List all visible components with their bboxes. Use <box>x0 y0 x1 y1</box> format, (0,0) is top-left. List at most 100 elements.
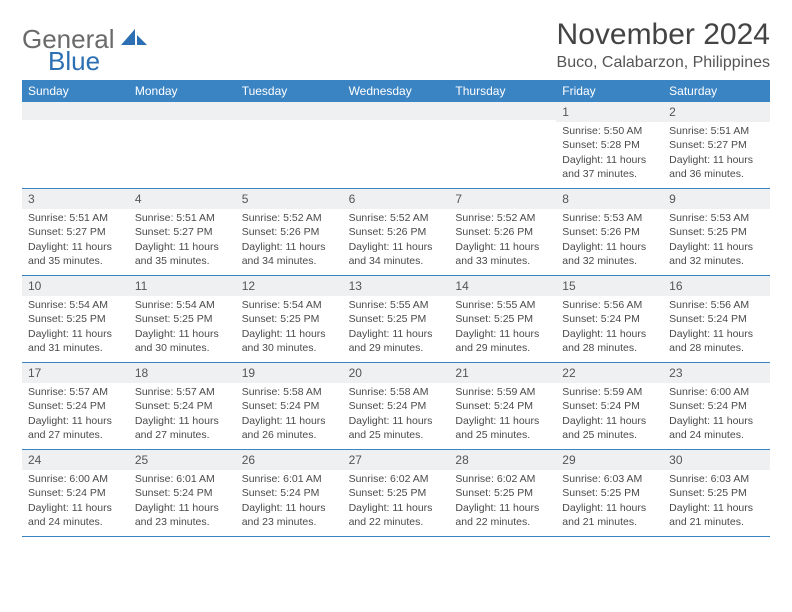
cell-body: Sunrise: 5:55 AMSunset: 5:25 PMDaylight:… <box>343 296 450 359</box>
cell-body: Sunrise: 6:02 AMSunset: 5:25 PMDaylight:… <box>343 470 450 533</box>
day-number: 8 <box>556 189 663 209</box>
day-number: 4 <box>129 189 236 209</box>
day-number: 12 <box>236 276 343 296</box>
day-number: 5 <box>236 189 343 209</box>
sunrise-text: Sunrise: 6:00 AM <box>28 472 123 486</box>
day-number: 14 <box>449 276 556 296</box>
sunrise-text: Sunrise: 5:53 AM <box>669 211 764 225</box>
sunset-text: Sunset: 5:24 PM <box>562 399 657 413</box>
calendar-cell: 12Sunrise: 5:54 AMSunset: 5:25 PMDayligh… <box>236 276 343 362</box>
sunrise-text: Sunrise: 5:52 AM <box>242 211 337 225</box>
calendar-cell: 11Sunrise: 5:54 AMSunset: 5:25 PMDayligh… <box>129 276 236 362</box>
sunset-text: Sunset: 5:24 PM <box>669 312 764 326</box>
calendar-cell: 16Sunrise: 5:56 AMSunset: 5:24 PMDayligh… <box>663 276 770 362</box>
daylight-text: Daylight: 11 hours and 32 minutes. <box>669 240 764 268</box>
daylight-text: Daylight: 11 hours and 33 minutes. <box>455 240 550 268</box>
weekday-header: Thursday <box>449 80 556 102</box>
sunrise-text: Sunrise: 5:53 AM <box>562 211 657 225</box>
sunrise-text: Sunrise: 6:01 AM <box>135 472 230 486</box>
calendar-cell: 8Sunrise: 5:53 AMSunset: 5:26 PMDaylight… <box>556 189 663 275</box>
cell-body: Sunrise: 6:03 AMSunset: 5:25 PMDaylight:… <box>556 470 663 533</box>
sunrise-text: Sunrise: 5:54 AM <box>135 298 230 312</box>
day-number: 21 <box>449 363 556 383</box>
daylight-text: Daylight: 11 hours and 35 minutes. <box>28 240 123 268</box>
cell-body: Sunrise: 5:56 AMSunset: 5:24 PMDaylight:… <box>556 296 663 359</box>
calendar-cell: 19Sunrise: 5:58 AMSunset: 5:24 PMDayligh… <box>236 363 343 449</box>
sunset-text: Sunset: 5:25 PM <box>669 486 764 500</box>
daylight-text: Daylight: 11 hours and 36 minutes. <box>669 153 764 181</box>
daylight-text: Daylight: 11 hours and 34 minutes. <box>242 240 337 268</box>
day-number: 11 <box>129 276 236 296</box>
calendar-cell: 26Sunrise: 6:01 AMSunset: 5:24 PMDayligh… <box>236 450 343 536</box>
day-number: 3 <box>22 189 129 209</box>
sunset-text: Sunset: 5:27 PM <box>669 138 764 152</box>
cell-body <box>236 120 343 126</box>
calendar-cell: 9Sunrise: 5:53 AMSunset: 5:25 PMDaylight… <box>663 189 770 275</box>
cell-body: Sunrise: 6:03 AMSunset: 5:25 PMDaylight:… <box>663 470 770 533</box>
daylight-text: Daylight: 11 hours and 23 minutes. <box>135 501 230 529</box>
calendar-cell: 28Sunrise: 6:02 AMSunset: 5:25 PMDayligh… <box>449 450 556 536</box>
calendar-cell: 10Sunrise: 5:54 AMSunset: 5:25 PMDayligh… <box>22 276 129 362</box>
sunset-text: Sunset: 5:25 PM <box>562 486 657 500</box>
daylight-text: Daylight: 11 hours and 24 minutes. <box>669 414 764 442</box>
day-number: 29 <box>556 450 663 470</box>
calendar-cell: 7Sunrise: 5:52 AMSunset: 5:26 PMDaylight… <box>449 189 556 275</box>
daylight-text: Daylight: 11 hours and 37 minutes. <box>562 153 657 181</box>
daylight-text: Daylight: 11 hours and 24 minutes. <box>28 501 123 529</box>
month-title: November 2024 <box>557 18 770 52</box>
calendar-cell: 24Sunrise: 6:00 AMSunset: 5:24 PMDayligh… <box>22 450 129 536</box>
daylight-text: Daylight: 11 hours and 29 minutes. <box>455 327 550 355</box>
sunset-text: Sunset: 5:27 PM <box>135 225 230 239</box>
weekday-header: Saturday <box>663 80 770 102</box>
sunset-text: Sunset: 5:25 PM <box>28 312 123 326</box>
daylight-text: Daylight: 11 hours and 25 minutes. <box>349 414 444 442</box>
daylight-text: Daylight: 11 hours and 28 minutes. <box>669 327 764 355</box>
weekday-header: Monday <box>129 80 236 102</box>
calendar-cell <box>449 102 556 188</box>
cell-body: Sunrise: 5:57 AMSunset: 5:24 PMDaylight:… <box>22 383 129 446</box>
daylight-text: Daylight: 11 hours and 29 minutes. <box>349 327 444 355</box>
sunrise-text: Sunrise: 6:03 AM <box>562 472 657 486</box>
day-number: 1 <box>556 102 663 122</box>
daylight-text: Daylight: 11 hours and 23 minutes. <box>242 501 337 529</box>
cell-body: Sunrise: 6:00 AMSunset: 5:24 PMDaylight:… <box>22 470 129 533</box>
calendar-cell: 4Sunrise: 5:51 AMSunset: 5:27 PMDaylight… <box>129 189 236 275</box>
sunset-text: Sunset: 5:24 PM <box>28 486 123 500</box>
weekday-header: Wednesday <box>343 80 450 102</box>
cell-body: Sunrise: 5:57 AMSunset: 5:24 PMDaylight:… <box>129 383 236 446</box>
calendar-week-row: 17Sunrise: 5:57 AMSunset: 5:24 PMDayligh… <box>22 363 770 450</box>
day-number: 28 <box>449 450 556 470</box>
daylight-text: Daylight: 11 hours and 27 minutes. <box>28 414 123 442</box>
daylight-text: Daylight: 11 hours and 25 minutes. <box>455 414 550 442</box>
day-number: 23 <box>663 363 770 383</box>
sunrise-text: Sunrise: 6:03 AM <box>669 472 764 486</box>
sunset-text: Sunset: 5:24 PM <box>135 486 230 500</box>
sunset-text: Sunset: 5:24 PM <box>455 399 550 413</box>
brand-part2: Blue <box>48 46 100 77</box>
cell-body: Sunrise: 5:54 AMSunset: 5:25 PMDaylight:… <box>236 296 343 359</box>
sunset-text: Sunset: 5:25 PM <box>349 486 444 500</box>
daylight-text: Daylight: 11 hours and 31 minutes. <box>28 327 123 355</box>
day-number <box>449 102 556 120</box>
sunrise-text: Sunrise: 5:57 AM <box>135 385 230 399</box>
calendar-body: 1Sunrise: 5:50 AMSunset: 5:28 PMDaylight… <box>22 102 770 537</box>
cell-body <box>449 120 556 126</box>
calendar-cell <box>236 102 343 188</box>
sunset-text: Sunset: 5:25 PM <box>455 312 550 326</box>
day-number: 26 <box>236 450 343 470</box>
cell-body: Sunrise: 6:01 AMSunset: 5:24 PMDaylight:… <box>236 470 343 533</box>
sunrise-text: Sunrise: 5:51 AM <box>135 211 230 225</box>
day-number <box>129 102 236 120</box>
cell-body: Sunrise: 5:52 AMSunset: 5:26 PMDaylight:… <box>449 209 556 272</box>
day-number: 19 <box>236 363 343 383</box>
sunset-text: Sunset: 5:24 PM <box>28 399 123 413</box>
daylight-text: Daylight: 11 hours and 34 minutes. <box>349 240 444 268</box>
cell-body: Sunrise: 5:59 AMSunset: 5:24 PMDaylight:… <box>556 383 663 446</box>
day-number: 7 <box>449 189 556 209</box>
calendar-cell: 18Sunrise: 5:57 AMSunset: 5:24 PMDayligh… <box>129 363 236 449</box>
day-number: 6 <box>343 189 450 209</box>
sunset-text: Sunset: 5:24 PM <box>242 399 337 413</box>
calendar-cell: 17Sunrise: 5:57 AMSunset: 5:24 PMDayligh… <box>22 363 129 449</box>
day-number: 15 <box>556 276 663 296</box>
brand-logo: General Blue <box>22 24 149 55</box>
